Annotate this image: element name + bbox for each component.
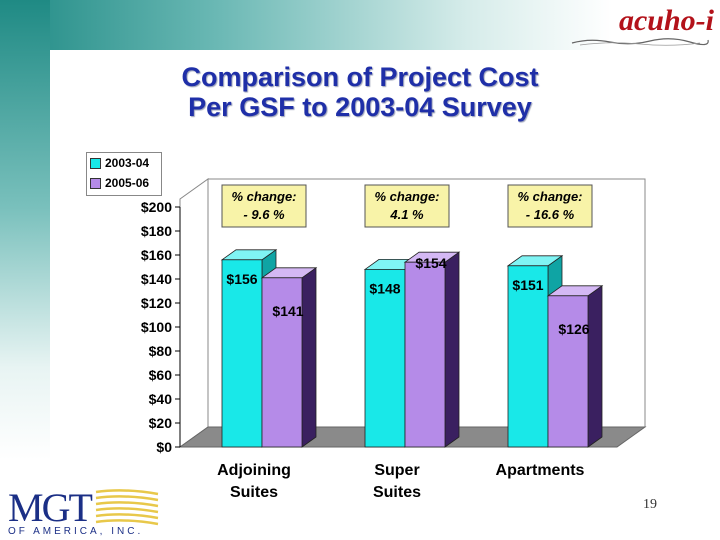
data-label-2005-06: $154 [415, 255, 446, 271]
page-title: Comparison of Project Cost Per GSF to 20… [60, 62, 660, 122]
annotation-line-2: - 16.6 % [526, 207, 575, 222]
x-tick-label: Adjoining [217, 462, 291, 479]
title-line-2: Per GSF to 2003-04 Survey [188, 92, 532, 122]
acuho-logo: acuho-i [618, 4, 714, 37]
annotation-line-1: % change: [517, 189, 582, 204]
y-tick-label: $100 [141, 319, 172, 335]
y-tick-label: $180 [141, 223, 172, 239]
data-label-2005-06: $126 [558, 321, 589, 337]
y-tick-label: $0 [156, 439, 172, 455]
header-banner [0, 0, 720, 50]
annotation-line-1: % change: [374, 189, 439, 204]
annotation-line-2: - 9.6 % [243, 207, 285, 222]
mgt-logo-text: MGT [8, 485, 93, 530]
bar-2005-06 [260, 267, 318, 448]
legend-label-2003-04: 2003-04 [105, 156, 150, 170]
annotation-box [221, 184, 307, 228]
y-tick-label: $20 [149, 415, 173, 431]
annotation-line-2: 4.1 % [389, 207, 424, 222]
x-tick-label: Suites [230, 484, 278, 501]
x-tick-label: Apartments [496, 462, 585, 479]
y-tick-label: $160 [141, 247, 172, 263]
annotation-box [364, 184, 450, 228]
y-tick-label: $60 [149, 367, 173, 383]
legend-label-2005-06: 2005-06 [105, 176, 150, 190]
x-tick-label: Suites [373, 484, 421, 501]
y-tick-label: $80 [149, 343, 173, 359]
bar-2005-06 [546, 285, 604, 448]
y-tick-label: $40 [149, 391, 173, 407]
legend-swatch-2005-06 [90, 178, 101, 190]
legend-item-2005-06: 2005-06 [90, 176, 149, 190]
mgt-logo: MGT OF AMERICA, INC. [6, 484, 166, 538]
bar-2005-06 [403, 251, 461, 448]
legend-item-2003-04: 2003-04 [90, 156, 149, 170]
chart-legend: 2003-04 2005-06 [86, 152, 162, 196]
data-label-2005-06: $141 [272, 303, 303, 319]
page-number: 19 [643, 497, 657, 512]
title-line-1: Comparison of Project Cost [181, 62, 539, 92]
y-tick-label: $140 [141, 271, 172, 287]
legend-swatch-2003-04 [90, 158, 101, 170]
annotation-line-1: % change: [231, 189, 296, 204]
y-tick-label: $200 [141, 199, 172, 215]
y-tick-label: $120 [141, 295, 172, 311]
data-label-2003-04: $148 [369, 280, 400, 296]
mgt-logo-lines-graphic [95, 489, 159, 526]
acuho-logo-tagline-graphic [571, 38, 709, 46]
side-banner [0, 0, 50, 460]
data-label-2003-04: $156 [226, 271, 257, 287]
chart-side-wall [179, 178, 209, 448]
annotation-box [507, 184, 593, 228]
x-tick-label: Super [374, 462, 419, 479]
mgt-logo-subtitle: OF AMERICA, INC. [8, 526, 144, 537]
data-label-2003-04: $151 [512, 277, 543, 293]
